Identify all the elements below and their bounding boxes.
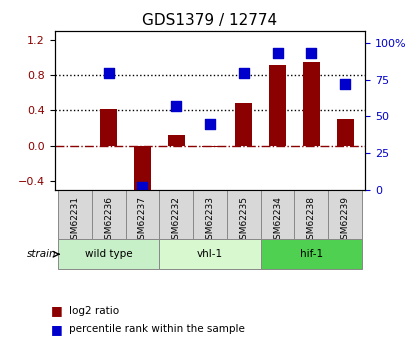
FancyBboxPatch shape — [159, 190, 193, 239]
FancyBboxPatch shape — [58, 190, 92, 239]
Text: percentile rank within the sample: percentile rank within the sample — [69, 325, 245, 334]
Point — [240, 70, 247, 75]
Bar — [100, 109, 117, 146]
Point — [173, 104, 180, 109]
Text: GSM62237: GSM62237 — [138, 196, 147, 245]
Text: vhl-1: vhl-1 — [197, 249, 223, 259]
Point — [274, 51, 281, 56]
FancyBboxPatch shape — [92, 190, 126, 239]
Bar — [303, 62, 320, 146]
Title: GDS1379 / 12774: GDS1379 / 12774 — [142, 13, 278, 29]
Bar — [134, 146, 151, 191]
Text: GSM62238: GSM62238 — [307, 196, 316, 245]
Point — [105, 70, 112, 75]
Text: GSM62231: GSM62231 — [71, 196, 79, 245]
Point — [207, 121, 213, 127]
FancyBboxPatch shape — [227, 190, 261, 239]
Text: GSM62232: GSM62232 — [172, 196, 181, 245]
Bar — [202, 146, 218, 147]
Bar — [168, 135, 185, 146]
Text: log2 ratio: log2 ratio — [69, 306, 119, 315]
FancyBboxPatch shape — [261, 190, 294, 239]
Point — [342, 81, 349, 87]
Bar — [235, 104, 252, 146]
FancyBboxPatch shape — [159, 239, 261, 269]
Text: GSM62239: GSM62239 — [341, 196, 349, 245]
Point — [308, 51, 315, 56]
FancyBboxPatch shape — [294, 190, 328, 239]
Text: ■: ■ — [50, 304, 62, 317]
Text: GSM62234: GSM62234 — [273, 196, 282, 245]
Text: ■: ■ — [50, 323, 62, 336]
Text: hif-1: hif-1 — [300, 249, 323, 259]
Bar — [269, 65, 286, 146]
Text: strain: strain — [26, 249, 56, 259]
FancyBboxPatch shape — [193, 190, 227, 239]
FancyBboxPatch shape — [58, 239, 159, 269]
FancyBboxPatch shape — [126, 190, 159, 239]
Text: GSM62236: GSM62236 — [104, 196, 113, 245]
Text: GSM62233: GSM62233 — [205, 196, 215, 245]
FancyBboxPatch shape — [261, 239, 362, 269]
Point — [139, 184, 146, 190]
FancyBboxPatch shape — [328, 190, 362, 239]
Bar — [337, 119, 354, 146]
Text: GSM62235: GSM62235 — [239, 196, 248, 245]
Text: wild type: wild type — [85, 249, 132, 259]
